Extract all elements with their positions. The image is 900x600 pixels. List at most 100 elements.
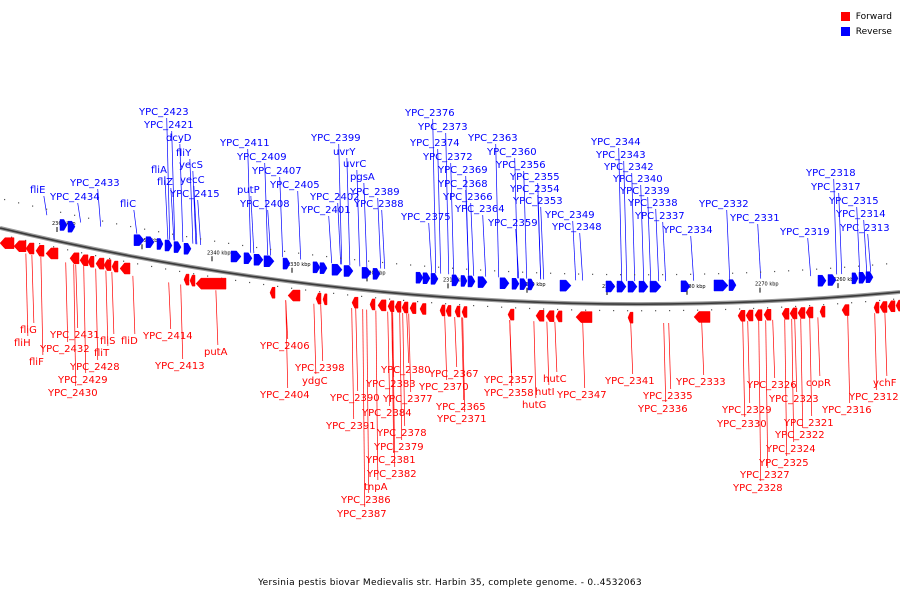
leader-line bbox=[363, 182, 368, 268]
reverse-gene-label: YPC_2340 bbox=[612, 174, 663, 185]
backbone-line bbox=[0, 227, 900, 305]
reverse-gene-label: fliZ bbox=[157, 177, 173, 188]
forward-gene-label: YPC_2325 bbox=[758, 458, 809, 469]
forward-gene-arrow bbox=[454, 305, 461, 318]
leader-line bbox=[399, 312, 403, 441]
reverse-gene-arrow bbox=[638, 280, 649, 293]
forward-gene-arrow bbox=[409, 302, 417, 314]
leader-line bbox=[655, 208, 660, 282]
reverse-gene-arrow bbox=[865, 271, 874, 283]
forward-gene-arrow bbox=[805, 306, 814, 319]
reverse-gene-label: YPC_2405 bbox=[269, 180, 320, 191]
leader-line bbox=[863, 219, 868, 273]
reverse-gene-label: pgsA bbox=[350, 172, 375, 183]
guide-dot bbox=[585, 309, 587, 311]
guide-dot bbox=[228, 242, 230, 244]
reverse-gene-arrow bbox=[728, 279, 737, 291]
forward-gene-label: YPC_2316 bbox=[821, 405, 872, 416]
forward-gene-label: YPC_2327 bbox=[739, 470, 790, 481]
forward-gene-label: YPC_2384 bbox=[361, 408, 412, 419]
forward-gene-arrow bbox=[377, 299, 387, 312]
forward-gene-label: YPC_2323 bbox=[768, 394, 819, 405]
forward-gene-arrow bbox=[545, 310, 555, 322]
reverse-gene-arrow bbox=[59, 219, 68, 231]
forward-gene-label: YPC_2391 bbox=[325, 421, 376, 432]
reverse-gene-label: YPC_2363 bbox=[467, 133, 518, 144]
leader-line bbox=[337, 202, 342, 265]
forward-gene-label: YPC_2432 bbox=[39, 344, 90, 355]
forward-gene-arrow bbox=[69, 252, 80, 265]
forward-gene-arrow bbox=[819, 305, 826, 318]
guide-dot bbox=[592, 273, 594, 275]
forward-gene-label: YPC_2429 bbox=[57, 375, 108, 386]
forward-gene-label: fliF bbox=[29, 357, 44, 368]
reverse-gene-label: YPC_2401 bbox=[300, 205, 351, 216]
leader-line bbox=[43, 195, 48, 216]
leader-line bbox=[402, 312, 406, 427]
forward-gene-arrow bbox=[25, 242, 35, 255]
guide-dot bbox=[431, 302, 433, 304]
forward-gene-arrow bbox=[0, 237, 15, 249]
leader-line bbox=[95, 268, 99, 361]
leader-line bbox=[392, 312, 396, 468]
reverse-gene-label: YPC_2318 bbox=[805, 168, 856, 179]
leader-line bbox=[884, 312, 888, 377]
forward-gene-arrow bbox=[763, 308, 772, 321]
forward-gene-arrow bbox=[119, 262, 131, 275]
guide-dot bbox=[81, 252, 83, 254]
leader-line bbox=[817, 317, 821, 377]
forward-gene-label: YPC_2336 bbox=[637, 404, 688, 415]
forward-gene-arrow bbox=[627, 311, 634, 324]
forward-gene-arrow bbox=[394, 301, 402, 313]
leader-line bbox=[73, 264, 77, 387]
guide-dot bbox=[480, 269, 482, 271]
leader-line bbox=[297, 190, 302, 260]
leader-line bbox=[623, 160, 628, 282]
forward-gene-label: YPC_2386 bbox=[340, 495, 391, 506]
guide-dot bbox=[487, 305, 489, 308]
reverse-gene-arrow bbox=[511, 278, 520, 290]
forward-gene-arrow bbox=[461, 306, 468, 318]
guide-dot bbox=[95, 255, 97, 257]
forward-gene-arrow bbox=[754, 309, 763, 321]
leader-line bbox=[794, 318, 798, 393]
reverse-gene-arrow bbox=[649, 280, 662, 293]
forward-gene-arrow bbox=[507, 308, 515, 321]
guide-dot bbox=[305, 289, 307, 291]
forward-gene-label: YPC_2406 bbox=[259, 341, 310, 352]
leader-line bbox=[470, 202, 475, 276]
leader-line bbox=[168, 282, 172, 330]
genome-caption: Yersinia pestis biovar Medievalis str. H… bbox=[258, 578, 642, 588]
leader-line bbox=[579, 232, 584, 281]
leader-line bbox=[381, 209, 386, 269]
reverse-gene-label: YPC_2409 bbox=[236, 152, 287, 163]
reverse-gene-arrow bbox=[331, 263, 343, 276]
guide-dot bbox=[368, 260, 370, 262]
guide-dot bbox=[865, 301, 867, 303]
guide-dot bbox=[704, 273, 706, 275]
guide-dot bbox=[550, 272, 552, 274]
leader-line bbox=[408, 313, 412, 393]
leader-line bbox=[356, 169, 361, 267]
guide-dot bbox=[186, 236, 188, 238]
reverse-gene-label: YPC_2359 bbox=[487, 218, 538, 229]
guide-dot bbox=[165, 268, 167, 270]
guide-dot bbox=[144, 228, 146, 230]
guide-dot bbox=[669, 310, 671, 312]
axis-tick-label: 2340 kbp bbox=[207, 250, 231, 256]
leader-line bbox=[509, 320, 513, 387]
guide-dot bbox=[424, 265, 426, 267]
forward-gene-arrow bbox=[895, 299, 900, 312]
reverse-gene-label: uvrY bbox=[333, 147, 356, 158]
guide-dot bbox=[459, 304, 461, 306]
reverse-gene-label: YPC_2354 bbox=[509, 184, 560, 195]
reverse-gene-label: YPC_2375 bbox=[400, 212, 451, 223]
guide-dot bbox=[340, 257, 342, 259]
leader-line bbox=[758, 320, 762, 482]
guide-dot bbox=[249, 281, 251, 284]
guide-dot bbox=[753, 307, 755, 310]
guide-dot bbox=[795, 305, 797, 308]
forward-gene-arrow bbox=[781, 308, 790, 320]
reverse-gene-arrow bbox=[282, 257, 291, 270]
leader-line bbox=[164, 175, 169, 240]
